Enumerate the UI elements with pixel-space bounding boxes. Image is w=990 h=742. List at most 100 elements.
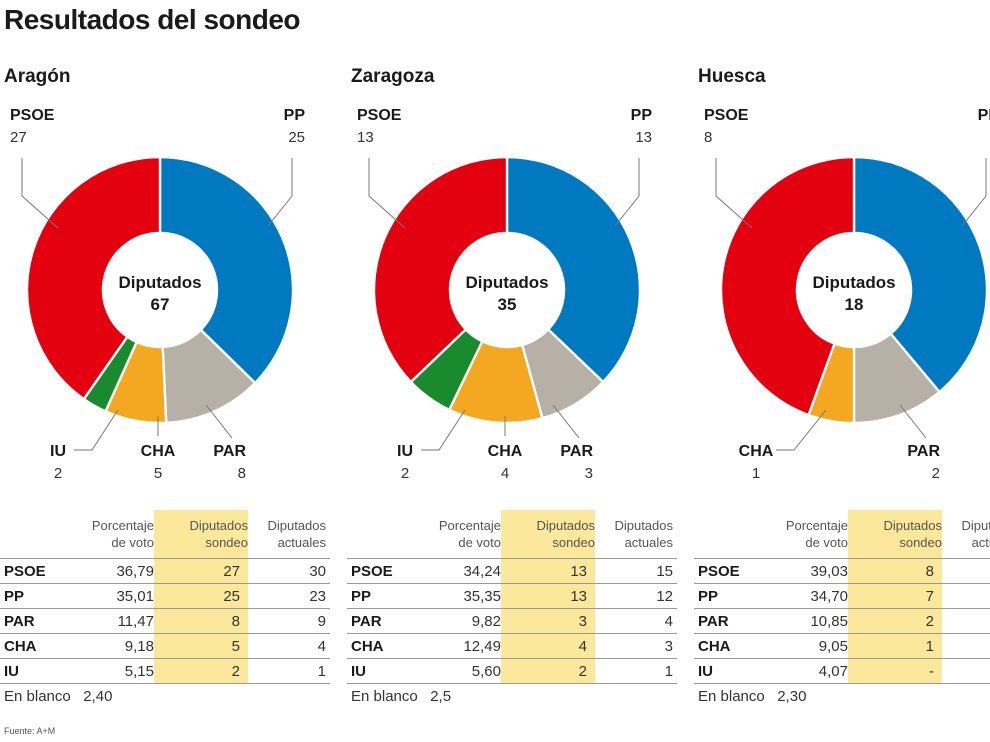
slice-label-cha: CHA (488, 443, 523, 460)
panel-huesca: HuescaDiputados18PP7PAR2CHA1PSOE8Porcent… (694, 0, 990, 742)
header-pct: Porcentaje de voto (91, 518, 154, 550)
slice-value-iu: 2 (401, 465, 409, 482)
donut-chart: Diputados18PP7PAR2CHA1PSOE8 (704, 107, 990, 482)
slice-label-iu: IU (50, 443, 66, 460)
leader-line (74, 409, 119, 451)
slice-label-pp: PP (631, 107, 653, 124)
vote-pct: 39,03 (758, 558, 848, 584)
seats-sondeo: 3 (501, 608, 595, 634)
seats-sondeo: 27 (154, 558, 248, 584)
vote-pct: 11,47 (64, 608, 154, 634)
center-total: 35 (498, 295, 517, 314)
vote-pct: 9,82 (411, 608, 501, 634)
slice-value-psoe: 8 (704, 129, 712, 146)
seats-actuales (942, 583, 990, 609)
source-note: Fuente: A+M (4, 726, 56, 736)
party-name: PP (0, 583, 64, 609)
seats-actuales: 30 (248, 558, 330, 584)
table-row: CHA 9,18 5 4 (0, 633, 330, 659)
seats-actuales: 3 (595, 633, 677, 659)
seats-sondeo: 2 (501, 658, 595, 684)
donut-chart: Diputados 67 PP 25 PAR 8 CHA 5 IU 2 PSOE 27 (10, 107, 306, 482)
vote-pct: 9,18 (64, 633, 154, 659)
table-row: PSOE 36,79 27 30 (0, 558, 330, 584)
seats-sondeo: - (848, 658, 942, 684)
table-row: PP 35,01 25 23 (0, 583, 330, 609)
slice-value-par: 3 (585, 465, 593, 482)
leader-line (552, 404, 580, 439)
vote-pct: 12,49 (411, 633, 501, 659)
slice-label-iu: IU (397, 443, 413, 460)
panel-aragón: Aragón Diputados 67 PP 25 PAR 8 CHA 5 IU 2 PSOE 27 Po… (0, 0, 345, 742)
party-name: IU (0, 658, 64, 684)
slice-value-cha: 4 (501, 465, 509, 482)
seats-sondeo: 13 (501, 558, 595, 584)
vote-pct: 5,60 (411, 658, 501, 684)
leader-line (205, 404, 233, 439)
party-name: PSOE (0, 558, 64, 584)
vote-pct: 34,70 (758, 583, 848, 609)
region-title: Huesca (698, 66, 766, 87)
seats-actuales: 1 (248, 658, 330, 684)
leader-line (21, 158, 59, 229)
region-title: Zaragoza (351, 66, 435, 87)
seats-sondeo: 2 (848, 608, 942, 634)
leader-line (267, 158, 293, 227)
header-party (347, 510, 411, 559)
slice-label-cha: CHA (739, 443, 774, 460)
table-row: PSOE 34,24 13 15 (347, 558, 677, 584)
party-name: PAR (694, 608, 758, 634)
header-pct: Porcentaje de voto (438, 518, 501, 550)
seats-actuales (942, 633, 990, 659)
table-row: CHA 12,49 4 3 (347, 633, 677, 659)
seats-sondeo: 2 (154, 658, 248, 684)
seats-sondeo: 1 (848, 633, 942, 659)
seats-sondeo: 4 (501, 633, 595, 659)
header-sondeo: Diputados sondeo (154, 510, 248, 559)
seats-actuales: 9 (248, 608, 330, 634)
blank-label: En blanco 2,5 (351, 687, 452, 705)
page-title: Resultados del sondeo (4, 4, 301, 35)
slice-label-psoe: PSOE (704, 107, 749, 124)
vote-pct: 10,85 (758, 608, 848, 634)
donut-hole (797, 233, 911, 347)
party-name: PSOE (694, 558, 758, 584)
vote-pct: 35,35 (411, 583, 501, 609)
vote-pct: 4,07 (758, 658, 848, 684)
seats-actuales: 1 (595, 658, 677, 684)
party-name: PP (694, 583, 758, 609)
seats-sondeo: 7 (848, 583, 942, 609)
slice-value-cha: 1 (752, 465, 760, 482)
header-sondeo: Diputados sondeo (501, 510, 595, 559)
seats-actuales: 15 (595, 558, 677, 584)
leader-line (614, 158, 640, 227)
vote-pct: 36,79 (64, 558, 154, 584)
vote-pct: 5,15 (64, 658, 154, 684)
slice-label-pp: PP (284, 107, 306, 124)
blank-row: En blanco 2,40 (0, 684, 330, 709)
seats-actuales: 23 (248, 583, 330, 609)
slice-label-par: PAR (213, 443, 246, 460)
party-name: PP (347, 583, 411, 609)
region-title: Aragón (4, 66, 71, 87)
center-label: Diputados (118, 273, 201, 292)
party-name: CHA (694, 633, 758, 659)
table-row: PAR 10,85 2 (694, 608, 990, 634)
table-row: IU 4,07- (694, 658, 990, 684)
slice-value-par: 2 (932, 465, 940, 482)
party-name: PAR (347, 608, 411, 634)
seats-actuales (942, 608, 990, 634)
blank-row: En blanco 2,5 (347, 684, 677, 709)
table-row: PAR 11,47 8 9 (0, 608, 330, 634)
leader-line (421, 409, 466, 451)
blank-label: En blanco 2,40 (4, 687, 113, 705)
seats-actuales: 4 (595, 608, 677, 634)
center-label: Diputados (465, 273, 548, 292)
seats-actuales: 4 (248, 633, 330, 659)
slice-label-par: PAR (907, 443, 940, 460)
seats-sondeo: 5 (154, 633, 248, 659)
